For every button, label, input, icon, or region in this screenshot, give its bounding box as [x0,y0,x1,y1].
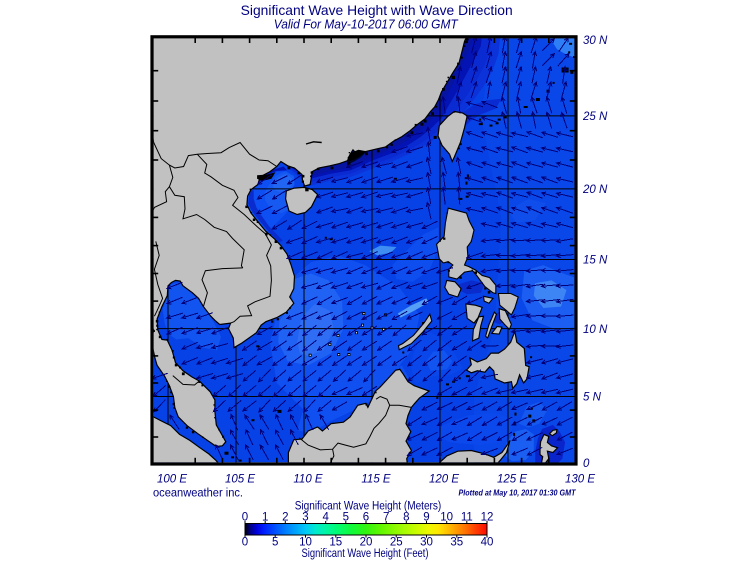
svg-text:0: 0 [583,458,590,470]
svg-text:30 N: 30 N [583,35,608,47]
svg-text:7: 7 [383,512,389,524]
svg-text:0: 0 [242,537,248,549]
svg-text:20: 20 [360,537,373,549]
svg-text:Valid For May-10-2017 06:00 GM: Valid For May-10-2017 06:00 GMT [274,18,459,32]
svg-text:9: 9 [423,512,429,524]
svg-text:115 E: 115 E [361,474,391,486]
svg-text:5: 5 [343,512,349,524]
svg-text:10: 10 [299,537,312,549]
svg-text:120 E: 120 E [429,474,459,486]
svg-text:3: 3 [302,512,308,524]
svg-text:Significant Wave Height (Meter: Significant Wave Height (Meters) [295,498,442,512]
svg-text:110 E: 110 E [293,474,323,486]
svg-text:105 E: 105 E [225,474,255,486]
svg-text:12: 12 [481,512,494,524]
svg-text:Significant Wave Height with W: Significant Wave Height with Wave Direct… [241,3,513,18]
svg-text:30: 30 [420,537,433,549]
svg-text:40: 40 [481,537,494,549]
svg-text:125 E: 125 E [497,474,527,486]
svg-text:4: 4 [322,512,329,524]
svg-text:20 N: 20 N [582,184,608,196]
svg-text:15 N: 15 N [583,255,608,267]
svg-text:Plotted at May 10, 2017 01:30: Plotted at May 10, 2017 01:30 GMT [459,487,577,497]
svg-text:35: 35 [450,537,463,549]
svg-text:2: 2 [282,512,288,524]
svg-text:25 N: 25 N [582,111,608,123]
svg-text:Significant Wave Height (Feet): Significant Wave Height (Feet) [302,546,429,560]
svg-text:10 N: 10 N [583,324,608,336]
svg-text:15: 15 [329,537,342,549]
svg-text:5: 5 [272,537,278,549]
svg-text:11: 11 [461,512,473,524]
svg-text:5 N: 5 N [583,392,602,404]
svg-text:1: 1 [262,512,268,524]
svg-text:oceanweather inc.: oceanweather inc. [153,485,243,499]
svg-text:6: 6 [363,512,369,524]
svg-text:130 E: 130 E [565,474,595,486]
svg-text:25: 25 [390,537,403,549]
svg-text:0: 0 [242,512,248,524]
svg-text:10: 10 [440,512,453,524]
svg-text:100 E: 100 E [157,474,187,486]
svg-text:8: 8 [403,512,409,524]
